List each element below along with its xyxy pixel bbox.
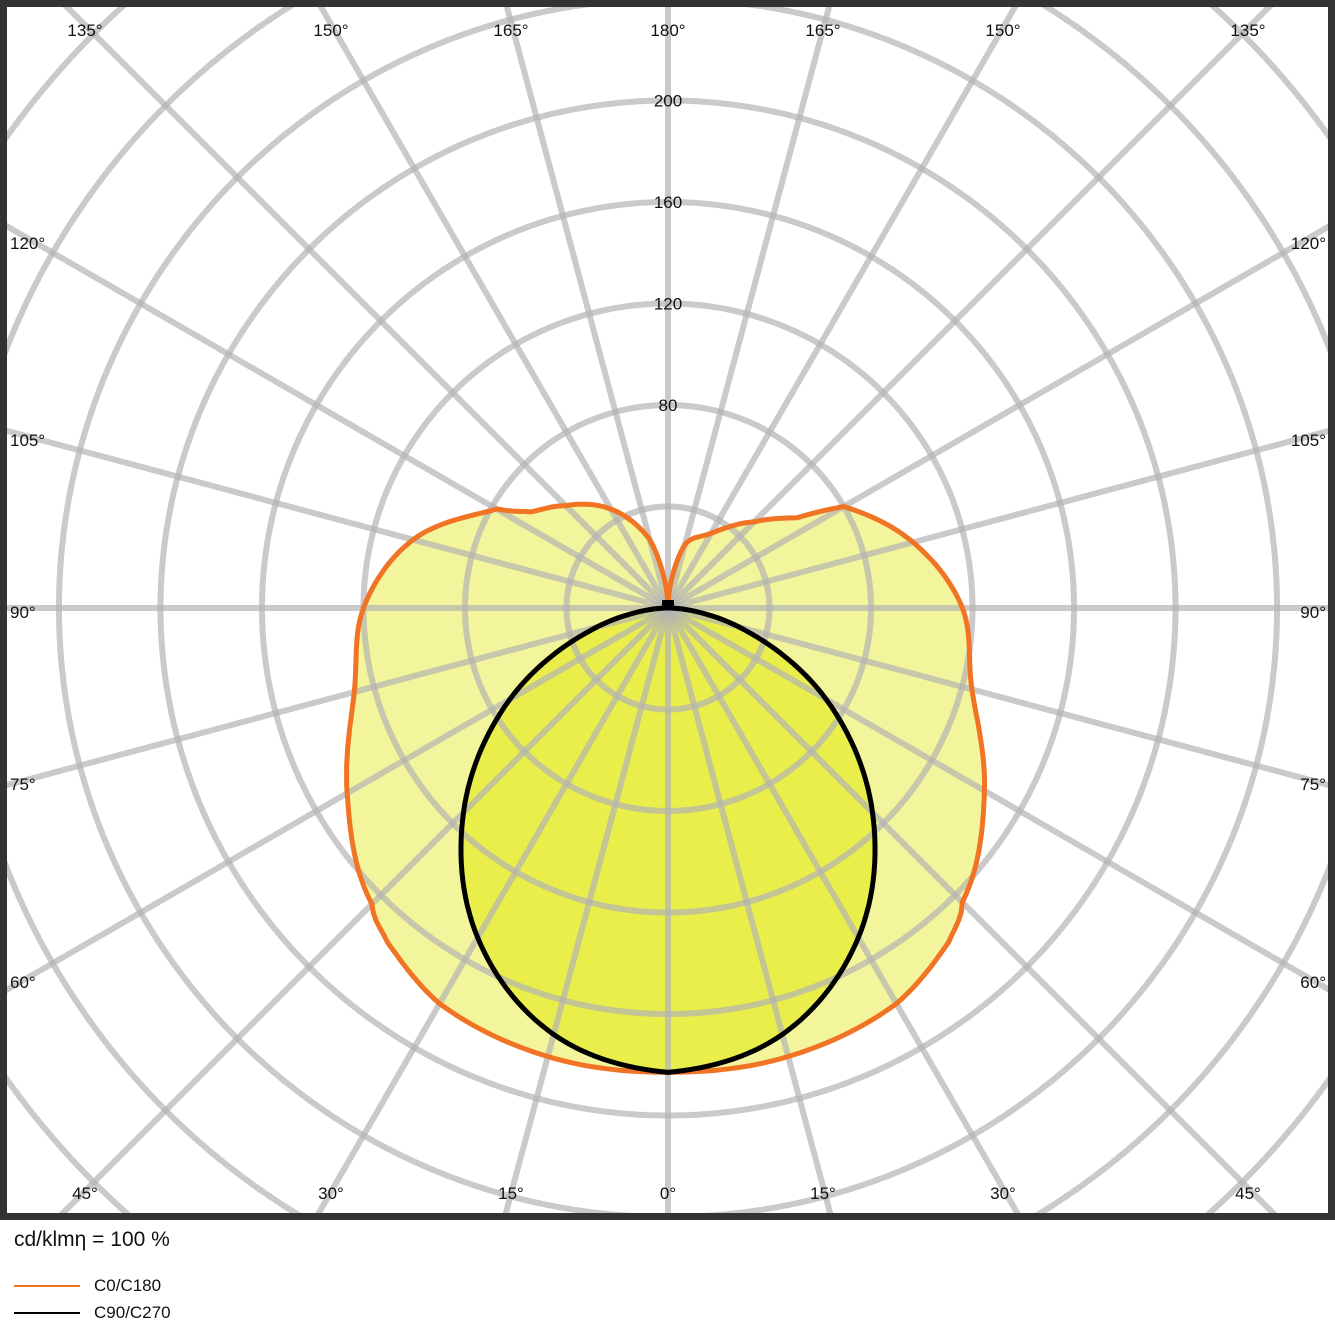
plot-area: 80 120 160 200 [0, 0, 1335, 1223]
chart-border [0, 0, 1335, 1220]
polar-chart-svg: 80 120 160 200 135° 150° 165° 180° 165° 150° 135° 4… [0, 0, 1335, 1223]
legend-item-c0: C0/C180 [14, 1276, 161, 1296]
angle-label-bottom: 0° [660, 1184, 676, 1203]
angle-label-top: 180° [650, 21, 685, 40]
unit-label: cd/klmη = 100 % [14, 1228, 170, 1251]
grid-ring [56, 0, 1280, 1220]
legend-label: C0/C180 [94, 1276, 162, 1295]
angle-label-top: 135° [1230, 21, 1265, 40]
legend-swatch-orange [14, 1285, 80, 1287]
radial-tick-label: 160 [654, 193, 682, 212]
center-marker [662, 600, 674, 609]
angle-label-left: 60° [10, 973, 36, 992]
angle-label-left: 90° [10, 603, 36, 622]
angle-label-bottom: 15° [498, 1184, 524, 1203]
radial-tick-label: 120 [654, 295, 682, 314]
legend-swatch-black [14, 1312, 80, 1314]
legend-item-c90: C90/C270 [14, 1303, 171, 1323]
angle-label-bottom: 30° [318, 1184, 344, 1203]
angle-label-right: 105° [1291, 431, 1326, 450]
angle-label-top: 150° [985, 21, 1020, 40]
grid-ring [0, 0, 1335, 1223]
polar-chart: 80 120 160 200 135° 150° 165° 180° 165° 150° 135° 4… [0, 0, 1335, 1223]
angle-label-left: 105° [10, 431, 45, 450]
angle-label-bottom: 15° [810, 1184, 836, 1203]
angle-label-top: 165° [493, 21, 528, 40]
angle-label-left: 75° [10, 775, 36, 794]
angle-label-right: 120° [1291, 234, 1326, 253]
legend-label: C90/C270 [94, 1303, 171, 1322]
angle-label-left: 120° [10, 234, 45, 253]
angle-label-right: 90° [1300, 603, 1326, 622]
grid-ring [0, 0, 1335, 1223]
angle-label-bottom: 30° [990, 1184, 1016, 1203]
angle-label-right: 60° [1300, 973, 1326, 992]
angle-label-bottom: 45° [1235, 1184, 1261, 1203]
radial-tick-label: 200 [654, 92, 682, 111]
angle-label-bottom: 45° [72, 1184, 98, 1203]
angle-label-top: 150° [313, 21, 348, 40]
angle-label-right: 75° [1300, 775, 1326, 794]
radial-tick-label: 80 [659, 396, 678, 415]
angle-label-top: 135° [67, 21, 102, 40]
angle-label-top: 165° [805, 21, 840, 40]
series-line-1 [458, 605, 878, 1075]
